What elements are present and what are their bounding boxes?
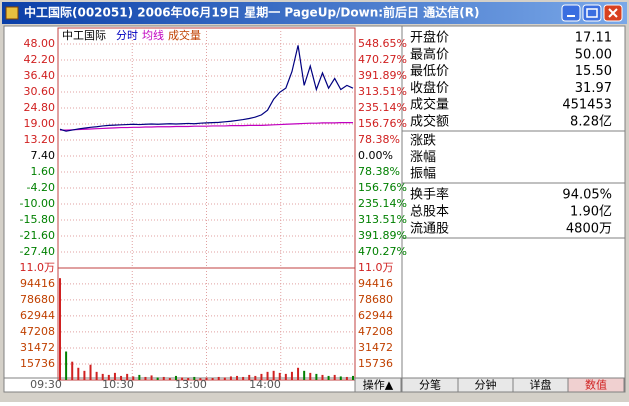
title-bar [2,2,627,24]
volume-tick-label: 31472 [358,341,393,354]
quote-value: 8.28亿 [570,115,612,130]
legend-volume: 成交量 [168,28,201,42]
tab-label[interactable]: 数值 [585,379,607,392]
quote-label: 最高价 [410,46,449,62]
percent-label: 313.51% [358,85,407,98]
share-label: 换手率 [410,187,449,203]
price-tick-label: 7.40 [31,149,56,162]
volume-tick-label: 11.0万 [20,261,56,274]
volume-tick-label: 47208 [358,325,393,338]
stock-name: 中工国际 [62,29,106,42]
time-label: 09:30 [30,378,62,391]
price-tick-label: -27.40 [20,245,55,258]
volume-tick-label: 15736 [20,357,55,370]
share-label: 总股本 [410,205,449,220]
quote-value: 50.00 [575,47,612,62]
price-tick-label: 36.40 [24,69,56,82]
volume-tick-label: 11.0万 [358,261,394,274]
minimize-button[interactable] [561,4,581,22]
legend-time: 分时 [116,29,138,42]
percent-label: 313.51% [358,213,407,226]
change-label: 涨幅 [410,150,436,165]
price-tick-label: 30.60 [24,85,56,98]
legend-average: 均线 [142,28,164,42]
price-tick-label: -4.20 [27,181,55,194]
volume-tick-label: 62944 [20,309,55,322]
content [3,25,626,393]
price-tick-label: 42.20 [24,53,56,66]
quote-value: 15.50 [575,64,612,79]
maximize-button[interactable] [582,4,602,22]
time-label: 13:00 [175,378,207,391]
volume-tick-label: 47208 [20,325,55,338]
tab[interactable] [354,377,402,393]
price-tick-label: -10.00 [20,197,55,210]
change-label: 涨跌 [410,133,436,149]
quote-value: 31.97 [575,81,612,96]
tab-label[interactable]: 分钟 [475,378,497,392]
share-value: 4800万 [566,222,612,237]
percent-label: 470.27% [358,53,407,66]
volume-tick-label: 78680 [358,293,393,306]
time-label: 14:00 [249,378,281,391]
volume-tick-label: 94416 [20,277,55,290]
price-tick-label: 19.00 [24,117,56,130]
percent-label: 470.27% [358,245,407,258]
price-tick-label: 48.00 [24,37,56,50]
quote-label: 成交量 [410,97,449,113]
volume-tick-label: 78680 [20,293,55,306]
tab-label[interactable]: 详盘 [530,378,552,392]
percent-label: 78.38% [358,165,400,178]
price-tick-label: -15.80 [20,213,55,226]
share-value: 94.05% [562,188,612,203]
price-line [59,45,354,132]
quote-label: 最低价 [410,64,449,79]
volume-tick-label: 62944 [358,309,393,322]
close-icon [608,8,618,18]
percent-label: 391.89% [358,69,407,82]
volume-tick-label: 31472 [20,341,55,354]
tab[interactable] [567,377,625,393]
percent-label: 78.38% [358,133,400,146]
average-line [60,122,353,131]
price-tick-label: -21.60 [20,229,55,242]
tab-label[interactable]: 操作▲ [363,378,394,392]
tab-label[interactable]: 分笔 [419,378,441,392]
percent-label: 156.76% [358,181,407,194]
share-value: 1.90亿 [570,205,612,220]
percent-label: 235.14% [358,101,407,114]
maximize-icon [586,8,598,18]
window-title: 中工国际(002051) 2006年06月19日 星期一 PageUp/Down… [24,5,479,20]
volume-tick-label: 94416 [358,277,393,290]
percent-label: 391.89% [358,229,407,242]
quote-label: 开盘价 [410,30,449,46]
volume-tick-label: 15736 [358,357,393,370]
quote-value: 17.11 [575,31,612,46]
window-buttons [561,4,623,22]
quote-label: 收盘价 [410,80,449,96]
percent-label: 156.76% [358,117,407,130]
percent-label: 0.00% [358,149,393,162]
percent-label: 548.65% [358,37,407,50]
change-label: 振幅 [410,167,436,182]
price-tick-label: 13.20 [24,133,56,146]
app-icon [5,6,19,20]
time-label: 10:30 [102,378,134,391]
quote-label: 成交额 [410,114,449,130]
price-tick-label: 1.60 [31,165,56,178]
quote-value: 451453 [562,98,612,113]
percent-label: 235.14% [358,197,407,210]
share-label: 流通股 [410,222,449,237]
price-tick-label: 24.80 [24,101,56,114]
